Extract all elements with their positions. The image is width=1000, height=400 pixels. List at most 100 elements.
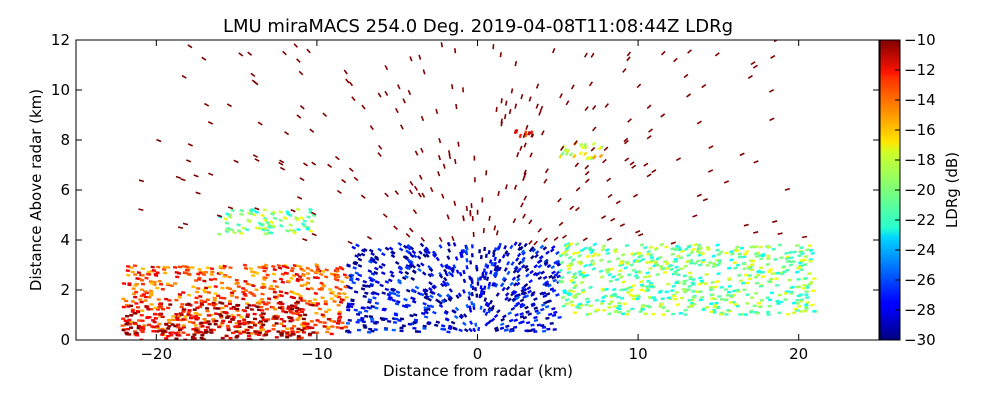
data-streak (180, 178, 186, 182)
region-low-cloud-core (345, 241, 562, 334)
data-streak (695, 249, 701, 254)
data-streak (394, 302, 400, 306)
data-streak (805, 248, 810, 252)
data-streak (729, 258, 734, 262)
data-streak (384, 246, 390, 251)
data-streak (584, 164, 590, 170)
data-streak (801, 235, 808, 239)
data-streak (458, 314, 464, 320)
data-streak (334, 285, 339, 290)
data-streak (444, 309, 449, 314)
data-streak (420, 115, 425, 122)
data-streak (348, 286, 353, 290)
data-streak (301, 268, 306, 273)
data-streak (487, 306, 492, 312)
data-streak (624, 157, 630, 162)
data-streak (484, 321, 490, 327)
data-streak (497, 190, 500, 197)
data-streak (520, 291, 526, 296)
data-streak (739, 152, 745, 157)
data-streak (547, 312, 553, 317)
data-streak (508, 318, 514, 323)
data-streak (516, 151, 520, 158)
data-streak (432, 310, 437, 315)
data-streak (734, 249, 740, 253)
data-streak (495, 292, 500, 297)
data-streak (487, 281, 492, 287)
data-streak (462, 269, 466, 275)
data-streak (500, 317, 505, 322)
data-streak (271, 210, 277, 215)
colorbar-tick-label: −18 (904, 151, 936, 169)
data-streak (781, 265, 787, 269)
data-streak (429, 294, 434, 299)
data-streak (224, 229, 230, 234)
data-streak (678, 256, 684, 260)
data-streak (218, 266, 224, 270)
data-streak (271, 264, 276, 269)
data-streak (499, 322, 505, 327)
data-streak (646, 135, 652, 140)
data-streak (398, 266, 404, 271)
data-streak (689, 261, 694, 265)
data-streak (576, 292, 581, 296)
data-streak (484, 301, 489, 307)
data-streak (643, 162, 649, 167)
data-streak (390, 253, 396, 259)
data-streak (505, 285, 511, 291)
data-streak (346, 302, 352, 306)
data-streak (497, 266, 502, 272)
data-streak (716, 252, 722, 256)
data-streak (645, 260, 650, 265)
data-streak (389, 270, 395, 275)
data-streak (515, 295, 520, 301)
data-streak (315, 276, 320, 280)
data-streak (357, 263, 363, 268)
data-streak (241, 226, 247, 230)
data-streak (487, 250, 491, 255)
data-streak (540, 324, 545, 327)
region-surface-clutter-left (121, 300, 316, 340)
data-streak (343, 69, 348, 75)
data-streak (638, 233, 644, 237)
data-streak (462, 248, 466, 254)
data-streak (500, 282, 505, 288)
data-streak (509, 327, 514, 332)
data-streak (156, 138, 162, 143)
data-streak (367, 298, 373, 302)
data-streak (514, 61, 518, 67)
data-streak (409, 180, 414, 186)
data-streak (583, 263, 588, 268)
data-streak (423, 248, 428, 253)
data-streak (396, 84, 401, 90)
data-streak (514, 129, 519, 134)
data-streak (138, 208, 144, 212)
data-streak (648, 253, 654, 257)
data-streak (582, 237, 588, 242)
data-streak (484, 271, 488, 276)
data-streak (681, 287, 686, 291)
data-streak (395, 290, 401, 294)
data-streak (161, 267, 167, 271)
data-streak (384, 65, 389, 71)
data-streak (603, 146, 609, 152)
data-streak (663, 259, 668, 264)
data-streak (443, 268, 448, 274)
y-axis: 0 2 4 6 8 10 12 (51, 31, 879, 349)
data-streak (447, 241, 451, 247)
data-streak (523, 283, 529, 288)
data-streak (803, 263, 808, 267)
data-streak (564, 302, 570, 306)
data-streak (503, 328, 509, 332)
data-streak (427, 297, 432, 302)
data-streak (718, 250, 724, 254)
data-streak (207, 285, 212, 289)
data-streak (581, 274, 586, 278)
data-streak (162, 265, 167, 269)
plot-area (120, 40, 818, 340)
data-streak (635, 259, 640, 263)
data-streak (151, 269, 157, 272)
data-streak (521, 256, 526, 262)
data-streak (440, 324, 446, 328)
colorbar-label: LDRg (dB) (943, 152, 961, 228)
